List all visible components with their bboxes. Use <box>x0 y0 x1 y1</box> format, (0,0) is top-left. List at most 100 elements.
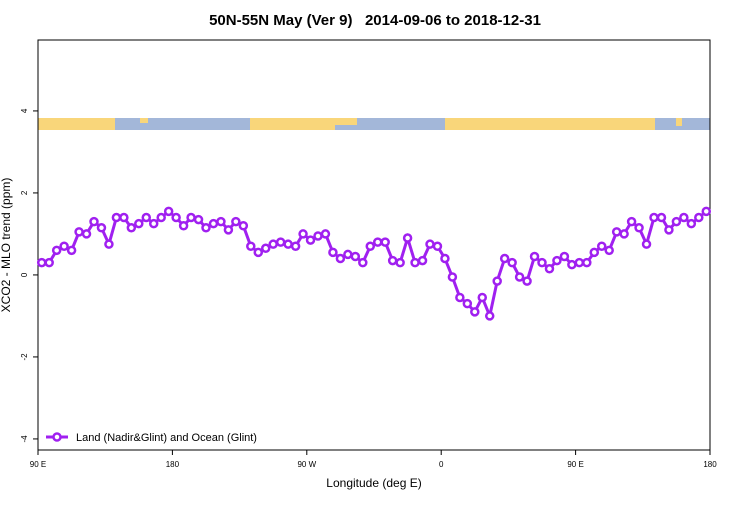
x-axis-title: Longitude (deg E) <box>326 476 421 490</box>
data-point <box>358 257 368 268</box>
data-point <box>470 307 480 317</box>
y-tick-label: 2 <box>20 190 29 195</box>
data-point <box>51 245 62 256</box>
data-point <box>260 243 271 254</box>
data-point <box>634 223 644 233</box>
data-point <box>216 216 226 227</box>
data-point <box>567 259 577 270</box>
data-point <box>44 257 54 268</box>
data-point <box>365 241 376 251</box>
data-point <box>305 235 316 245</box>
data-point <box>298 229 308 239</box>
data-point <box>283 239 293 249</box>
data-point <box>402 233 413 243</box>
data-point <box>649 212 659 223</box>
data-point <box>462 298 473 309</box>
data-point <box>477 292 488 303</box>
data-point <box>417 255 428 266</box>
data-point <box>372 237 383 247</box>
data-point <box>36 257 47 268</box>
y-tick-label: -2 <box>20 353 29 361</box>
x-tick-label: 180 <box>703 460 717 469</box>
data-point <box>582 257 592 268</box>
data-point <box>290 241 301 251</box>
data-point <box>611 227 622 237</box>
data-point <box>253 247 264 258</box>
data-point <box>619 229 629 239</box>
data-point <box>395 257 405 268</box>
data-point <box>507 257 517 268</box>
x-tick-label: 0 <box>439 460 444 469</box>
x-tick-label: 90 E <box>30 460 46 469</box>
data-point <box>134 218 144 229</box>
data-point <box>81 229 92 239</box>
plot-frame <box>37 39 711 451</box>
data-point <box>178 220 189 231</box>
data-point <box>499 253 510 264</box>
data-point <box>268 239 278 249</box>
data-point <box>231 216 241 227</box>
data-point <box>313 231 323 241</box>
data-point <box>201 223 211 233</box>
data-point <box>387 255 398 266</box>
data-point <box>119 212 129 223</box>
data-point <box>686 218 697 229</box>
data-point <box>246 241 256 251</box>
data-point <box>447 272 458 282</box>
data-point <box>275 237 286 247</box>
legend-marker <box>52 432 62 442</box>
data-point <box>343 249 353 260</box>
data-point <box>701 206 712 217</box>
data-point <box>104 239 114 249</box>
data-point <box>626 216 637 227</box>
legend-label: Land (Nadir&Glint) and Ocean (Glint) <box>76 432 257 444</box>
x-tick-label: 90 E <box>567 460 583 469</box>
data-point <box>96 223 107 233</box>
data-point <box>455 292 465 303</box>
surface-band <box>38 118 710 130</box>
data-point <box>328 247 338 258</box>
y-tick-label: -4 <box>20 435 29 443</box>
data-point <box>552 255 562 266</box>
data-point <box>671 216 682 227</box>
data-point <box>238 220 249 231</box>
data-point <box>484 311 495 321</box>
data-point <box>223 225 234 235</box>
data-point <box>514 272 525 282</box>
y-tick-label: 0 <box>20 272 29 277</box>
data-point <box>350 251 361 262</box>
data-point <box>559 251 570 262</box>
data-point <box>596 241 607 251</box>
data-point <box>604 245 614 256</box>
data-point <box>59 241 69 251</box>
data-point <box>492 276 502 286</box>
data-point <box>529 251 540 262</box>
data-point <box>74 227 84 237</box>
data-point <box>89 216 99 227</box>
data-point <box>163 206 174 217</box>
data-point <box>208 218 219 229</box>
data-point <box>574 257 585 268</box>
data-point <box>440 253 450 264</box>
data-point <box>335 253 346 264</box>
data-point <box>66 245 77 256</box>
data-point <box>186 212 196 223</box>
data-point <box>410 257 420 268</box>
data-point <box>380 237 390 247</box>
data-point <box>148 218 159 229</box>
data-point <box>589 247 600 258</box>
data-point <box>679 212 689 223</box>
data-point <box>432 241 443 251</box>
data-point <box>425 239 435 249</box>
y-tick-label: 4 <box>20 108 29 113</box>
x-tick-label: 180 <box>166 460 180 469</box>
data-point <box>141 212 152 223</box>
y-axis-title: XCO2 - MLO trend (ppm) <box>0 178 13 313</box>
data-point <box>641 239 652 249</box>
chart-title: 50N-55N May (Ver 9) 2014-09-06 to 2018-1… <box>209 12 541 29</box>
data-point <box>522 276 532 286</box>
x-tick-label: 90 W <box>297 460 316 469</box>
data-point <box>656 212 667 223</box>
